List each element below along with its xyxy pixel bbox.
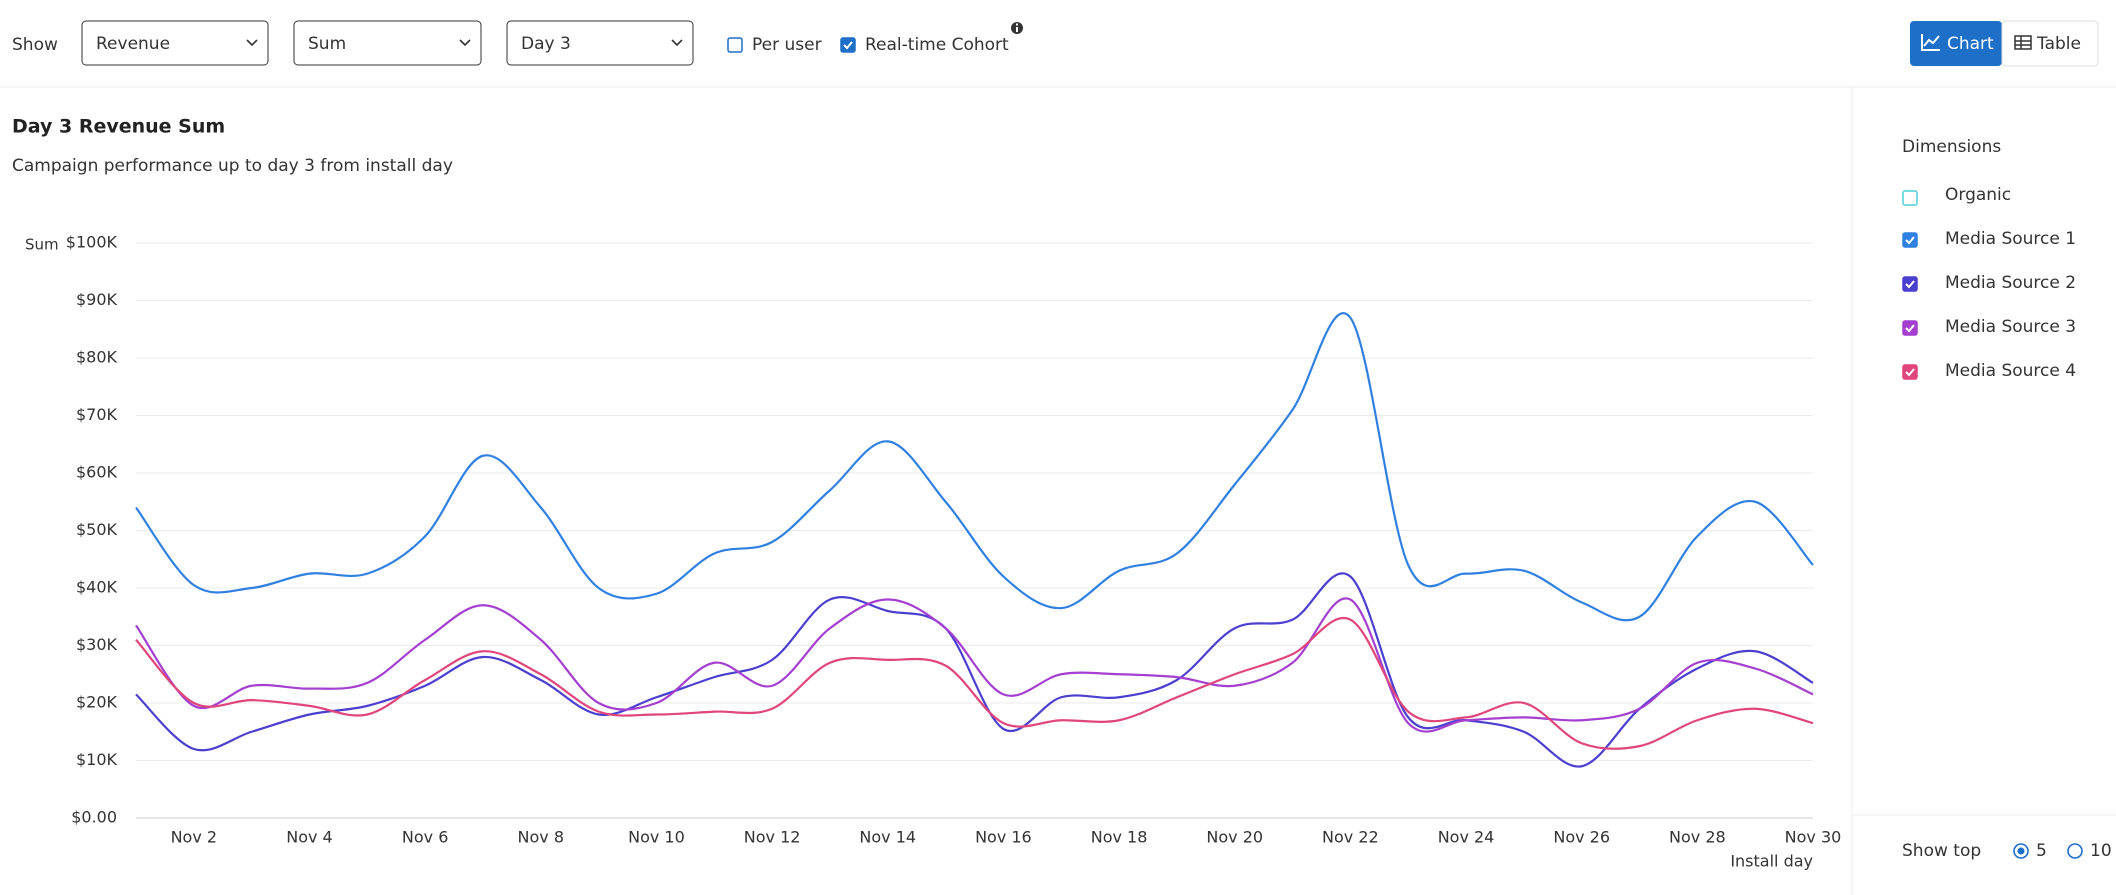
y-tick-label: $40K (76, 578, 118, 597)
chart-button-label[interactable]: Chart (1947, 34, 1994, 54)
aggregation-select[interactable]: Sum (293, 20, 482, 66)
chart-toggle[interactable]: Chart (1910, 21, 2002, 66)
checkmark (1905, 280, 1915, 289)
x-tick-label: Nov 12 (744, 828, 801, 847)
x-tick-label: Nov 10 (628, 828, 685, 847)
chevron (459, 39, 471, 47)
checkmark (1905, 368, 1915, 377)
x-tick-label: Nov 24 (1438, 828, 1495, 847)
dimension-label[interactable]: Media Source 2 (1945, 273, 2076, 293)
checkmark (843, 41, 853, 50)
per-user-label[interactable]: Per user (752, 35, 822, 55)
x-tick-label: Nov 30 (1785, 828, 1842, 847)
y-tick-label: $20K (76, 693, 118, 712)
y-tick-label: $70K (76, 405, 118, 424)
checkbox[interactable] (1902, 364, 1918, 380)
select-value[interactable]: Revenue (96, 34, 170, 54)
select-box[interactable] (506, 20, 694, 66)
checkbox[interactable] (840, 37, 856, 53)
series-line (135, 616, 1814, 750)
x-tick-label: Nov 2 (171, 828, 218, 847)
select-value[interactable]: Day 3 (521, 34, 571, 54)
dimension-label[interactable]: Media Source 3 (1945, 317, 2076, 337)
x-tick-label: Nov 16 (975, 828, 1032, 847)
radio-label[interactable]: 5 (2036, 841, 2047, 861)
y-tick-label: $100K (66, 233, 118, 252)
checkbox[interactable] (1902, 190, 1918, 206)
y-tick-label: $90K (76, 290, 118, 309)
chart-icon (1921, 34, 1940, 51)
y-axis-label: Sum (25, 236, 59, 254)
checkbox[interactable] (1902, 320, 1918, 336)
y-tick-label: $60K (76, 463, 118, 482)
realtime-cohort-label[interactable]: Real-time Cohort (865, 35, 1009, 55)
series-line (135, 597, 1814, 733)
dimension-label[interactable]: Media Source 4 (1945, 361, 2076, 381)
x-tick-label: Nov 4 (286, 828, 333, 847)
table-toggle[interactable]: Table (2001, 20, 2099, 67)
table-button-label[interactable]: Table (2036, 34, 2081, 54)
x-tick-label: Nov 14 (859, 828, 916, 847)
x-tick-label: Nov 26 (1553, 828, 1610, 847)
y-tick-label: $10K (76, 750, 118, 769)
y-tick-label: $0.00 (71, 808, 117, 827)
x-tick-label: Nov 8 (518, 828, 565, 847)
checkmark (1905, 324, 1915, 333)
chart-button[interactable] (1910, 21, 2002, 66)
x-tick-label: Nov 28 (1669, 828, 1726, 847)
radio-label[interactable]: 10 (2090, 841, 2112, 861)
chevron (246, 39, 258, 47)
table-button[interactable] (2001, 20, 2099, 67)
y-tick-label: $30K (76, 635, 118, 654)
x-tick-label: Nov 22 (1322, 828, 1379, 847)
radio[interactable] (2067, 843, 2083, 859)
chart-title: Day 3 Revenue Sum (12, 116, 225, 138)
x-tick-label: Nov 20 (1206, 828, 1263, 847)
chevron (671, 39, 683, 47)
series-line (135, 312, 1814, 622)
checkbox[interactable] (1902, 232, 1918, 248)
dimension-label[interactable]: Media Source 1 (1945, 229, 2076, 249)
checkmark (1905, 236, 1915, 245)
y-tick-label: $80K (76, 348, 118, 367)
radio-dot (2017, 847, 2025, 855)
x-tick-label: Nov 6 (402, 828, 449, 847)
select-value[interactable]: Sum (308, 34, 346, 54)
dimension-label[interactable]: Organic (1945, 185, 2011, 205)
select-box[interactable] (293, 20, 482, 66)
day-select[interactable]: Day 3 (506, 20, 694, 66)
x-axis-label: Install day (1730, 852, 1813, 871)
show-label: Show (12, 35, 58, 55)
x-tick-label: Nov 18 (1091, 828, 1148, 847)
checkbox[interactable] (727, 37, 743, 53)
show-top-label: Show top (1902, 841, 1981, 861)
select-box[interactable] (81, 20, 269, 66)
y-tick-label: $50K (76, 520, 118, 539)
table-icon (2014, 35, 2032, 50)
info-glyph (1016, 27, 1018, 32)
info-glyph (1016, 23, 1018, 26)
chart-subtitle: Campaign performance up to day 3 from in… (12, 156, 453, 176)
checkbox[interactable] (1902, 276, 1918, 292)
series-line (135, 572, 1814, 768)
sidebar-heading: Dimensions (1902, 137, 2001, 157)
metric-select[interactable]: Revenue (81, 20, 269, 66)
